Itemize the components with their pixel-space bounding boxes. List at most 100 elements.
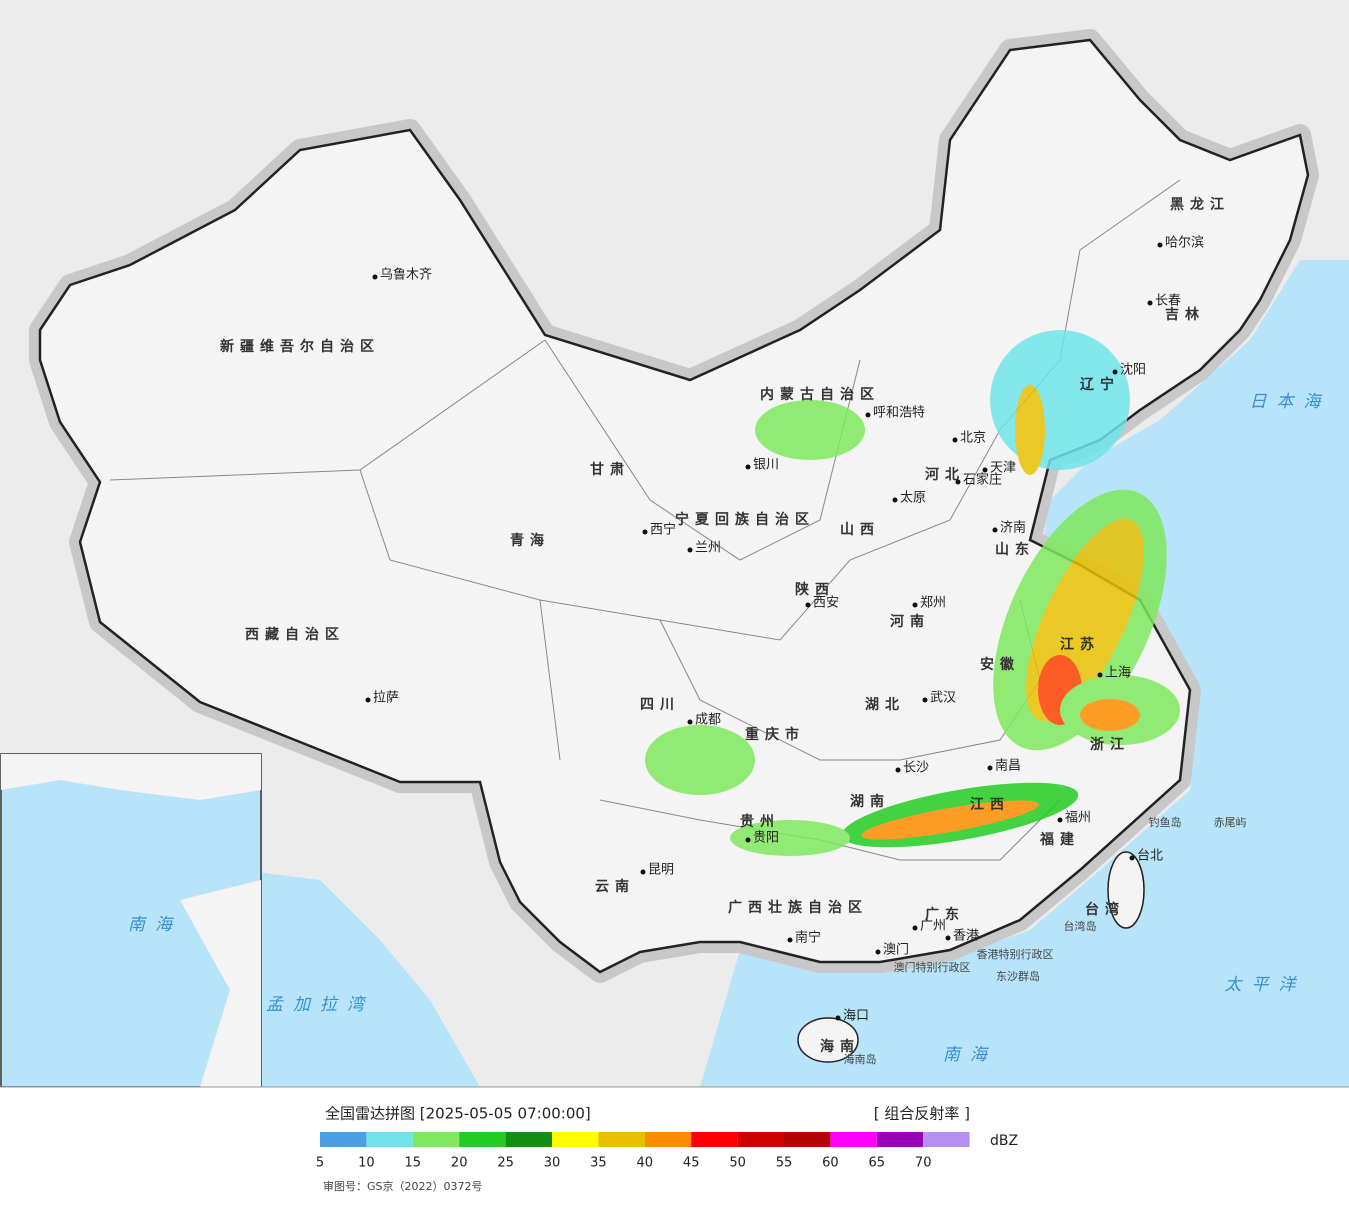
legend-tick-label: 55 [776, 1156, 793, 1171]
city-label: 哈尔滨 [1165, 235, 1204, 251]
echo [861, 800, 1039, 840]
province-label: 新疆维吾尔自治区 [220, 338, 380, 355]
city-dot [687, 547, 693, 553]
legend-tick-label: 45 [683, 1156, 700, 1171]
province-label: 河南 [890, 613, 930, 630]
province-label: 四川 [640, 697, 680, 713]
province-label: 内蒙古自治区 [760, 386, 880, 403]
city-label: 太原 [900, 491, 926, 506]
city-dot [892, 497, 898, 503]
city-dot [745, 464, 751, 470]
legend-tick-label: 25 [497, 1156, 514, 1171]
legend-tick-label: 60 [822, 1156, 839, 1171]
legend-tick-label: 5 [316, 1156, 324, 1171]
inset-map [0, 753, 262, 1088]
city-label: 南宁 [795, 930, 821, 946]
legend: 5 10 15 20 25 30 35 40 45 50 55 60 65 70 [316, 1132, 970, 1171]
province-label: 海南 [820, 1038, 860, 1055]
city-label: 广州 [920, 919, 946, 934]
legend-tick-label: 15 [405, 1156, 422, 1171]
island-label: 台湾岛 [1064, 919, 1097, 933]
border [359, 469, 561, 761]
echo [645, 725, 755, 795]
city-label: 澳门 [883, 942, 909, 958]
country-border [38, 38, 1310, 974]
legend-swatch [552, 1132, 599, 1147]
city-label: 济南 [1000, 520, 1026, 536]
city-label: 西宁 [650, 522, 676, 538]
province-label: 江西 [970, 796, 1010, 813]
city-dot [687, 719, 693, 725]
province-label: 江苏 [1060, 636, 1100, 653]
province-label: 甘肃 [590, 461, 630, 478]
sea-label: 孟加拉湾 [266, 995, 374, 1015]
city-dot [982, 467, 988, 473]
province-label: 浙江 [1090, 736, 1130, 753]
city-label: 石家庄 [963, 472, 1002, 488]
echo [1080, 699, 1140, 731]
sea-label: 太平洋 [1225, 975, 1306, 995]
sea-label: 南海 [943, 1045, 997, 1065]
city-dot [1112, 369, 1118, 375]
province-label: 吉林 [1165, 306, 1205, 323]
echo [990, 330, 1130, 470]
city-dot [745, 837, 751, 843]
city-dot [365, 697, 371, 703]
city-label: 贵阳 [753, 831, 779, 846]
city-label: 香港 [953, 929, 979, 944]
city-dot [955, 479, 961, 485]
city-label: 成都 [695, 713, 721, 728]
city-dot [787, 937, 793, 943]
legend-tick-label: 40 [637, 1156, 654, 1171]
legend-tick-label: 20 [451, 1156, 468, 1171]
city-label: 长沙 [903, 761, 929, 776]
sea [700, 260, 1349, 1087]
border [1059, 179, 1181, 361]
province-label: 黑龙江 [1170, 196, 1230, 213]
city-label: 乌鲁木齐 [380, 267, 432, 283]
legend-swatch [737, 1132, 784, 1147]
legend-title: 全国雷达拼图 [2025-05-05 07:00:00] [325, 1105, 591, 1123]
province-label: 广东 [925, 906, 965, 923]
province-label: 山西 [840, 522, 880, 538]
city-label: 上海 [1105, 666, 1131, 681]
province-label: 宁夏回族自治区 [675, 511, 815, 528]
city-dot [912, 925, 918, 931]
province-label: 湖北 [865, 697, 905, 713]
legend-unit: dBZ [990, 1133, 1018, 1149]
city-label: 郑州 [920, 596, 946, 611]
legend-swatch [412, 1132, 460, 1147]
city-dot [895, 767, 901, 773]
province-label: 安徽 [980, 656, 1020, 673]
city-dot [372, 274, 378, 280]
legend-swatch [830, 1132, 877, 1147]
legend-tick-label: 10 [358, 1156, 375, 1171]
city-dot [805, 602, 811, 608]
city-dot [952, 437, 958, 443]
city-label: 呼和浩特 [873, 406, 925, 421]
legend-swatch [876, 1132, 924, 1147]
echo [755, 400, 865, 460]
legend-swatch [644, 1132, 692, 1147]
legend-panel [0, 1087, 1349, 1208]
province-borders [109, 179, 1181, 861]
city-dot [835, 1015, 841, 1021]
legend-swatch [598, 1132, 645, 1147]
sea [240, 870, 480, 1087]
legend-swatch [923, 1132, 970, 1147]
border [599, 799, 1061, 861]
province-label: 福建 [1039, 831, 1080, 848]
province-label: 陕西 [795, 581, 835, 598]
province-label: 湖南 [850, 793, 890, 810]
city-dot [642, 529, 648, 535]
city-dot [640, 869, 646, 875]
province-label: 辽宁 [1080, 376, 1120, 393]
echo [1015, 385, 1045, 475]
legend-swatch [320, 1132, 367, 1147]
city-label: 银川 [753, 458, 779, 473]
legend-tick-label: 35 [590, 1156, 607, 1171]
sea-label: 日本海 [1250, 392, 1331, 412]
border [544, 339, 861, 561]
city-dot [865, 412, 871, 418]
